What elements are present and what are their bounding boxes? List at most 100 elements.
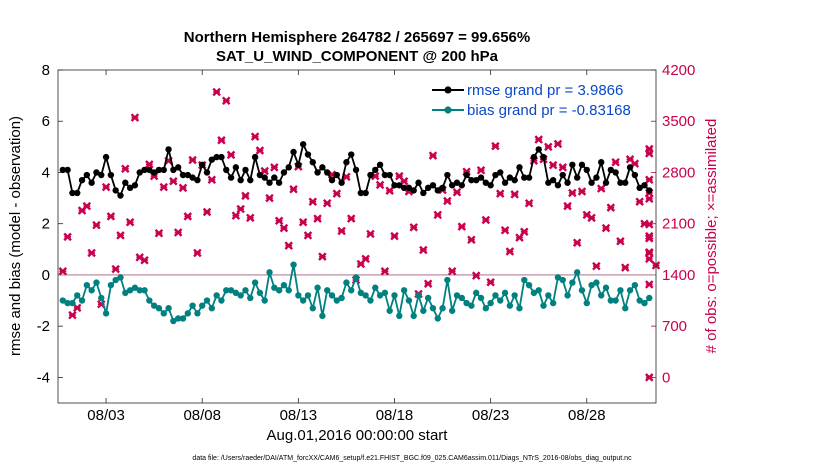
rmse-point	[434, 187, 441, 194]
rmse-point	[136, 169, 143, 176]
rmse-point	[333, 171, 341, 179]
obs-assimilated-point	[534, 135, 543, 144]
rmse-point	[545, 179, 552, 186]
rmse-point	[348, 151, 355, 158]
bias-point	[381, 289, 389, 297]
rmse-point	[530, 153, 538, 161]
x-tick-label: 08/08	[183, 407, 221, 424]
obs-assimilated-point	[313, 214, 322, 223]
obs-assimilated-point	[486, 277, 495, 287]
axes-ticks: -4 -2 0 2 4 6 8 0 700 1400 2100 2800 3500 4200 08/03 08…	[37, 62, 696, 424]
obs-assimilated-point	[510, 190, 519, 199]
bias-point	[492, 292, 499, 299]
rmse-point	[122, 179, 129, 186]
obs-assimilated-point	[524, 198, 534, 208]
rmse-point	[199, 161, 206, 168]
bias-point	[578, 287, 586, 294]
obs-assimilated-point	[270, 163, 279, 172]
obs-assimilated-point	[159, 182, 169, 192]
rmse-point	[64, 166, 71, 174]
obs-assimilated-point	[491, 141, 500, 151]
chart-subtitle: SAT_U_WIND_COMPONENT @ 200 hPa	[216, 48, 499, 65]
bias-point	[511, 292, 518, 299]
bias-point	[477, 294, 485, 302]
obs-assimilated-point	[332, 189, 342, 198]
bias-point	[223, 287, 230, 294]
obs-assimilated-point	[558, 163, 567, 172]
bias-point	[482, 305, 490, 312]
bias-point	[362, 292, 369, 299]
obs-assimilated-point	[72, 303, 82, 313]
bias-point	[280, 281, 288, 289]
bias-point	[333, 297, 341, 304]
obs-assimilated-point	[217, 136, 226, 145]
obs-assimilated-point	[178, 183, 188, 193]
obs-assimilated-point	[390, 231, 399, 241]
rmse-point	[381, 171, 389, 179]
obs-assimilated-point	[226, 150, 236, 160]
bias-point	[525, 281, 533, 289]
bias-point	[319, 312, 326, 320]
obs-count-series	[58, 87, 661, 382]
rmse-point	[165, 146, 172, 153]
obs-assimilated-point	[620, 263, 630, 272]
bias-point	[631, 281, 639, 289]
obs-assimilated-point	[145, 160, 154, 169]
obs-assimilated-point	[419, 245, 428, 255]
obs-assimilated-point	[274, 216, 284, 226]
obs-assimilated-point	[645, 373, 654, 382]
bias-point	[261, 297, 268, 304]
bias-point	[314, 284, 321, 291]
rmse-point	[641, 182, 648, 189]
rmse-point	[59, 166, 67, 174]
chart-title: Northern Hemisphere 264782 / 265697 = 99…	[184, 29, 530, 46]
rmse-point	[74, 189, 81, 197]
rmse-point	[463, 171, 470, 179]
bias-point	[165, 305, 172, 312]
bias-point	[521, 276, 528, 284]
bias-point	[299, 297, 307, 304]
rmse-point	[271, 174, 278, 181]
obs-assimilated-point	[447, 267, 457, 276]
obs-assimilated-point	[467, 235, 476, 245]
legend-bias-marker	[444, 106, 452, 114]
rmse-point	[275, 179, 283, 186]
bias-point	[69, 299, 76, 307]
y-right-tick-label: 1400	[662, 267, 695, 284]
obs-assimilated-point	[476, 166, 486, 175]
rmse-point	[285, 164, 292, 171]
obs-assimilated-point	[520, 227, 529, 236]
x-tick-label: 08/03	[87, 407, 125, 424]
bias-point	[155, 305, 163, 312]
y-axis-right-label: # of obs: o=possible; ×=assimilated	[703, 119, 720, 354]
rmse-point	[102, 153, 110, 161]
bias-point	[540, 302, 547, 309]
bias-point	[74, 292, 81, 299]
obs-assimilated-point	[645, 194, 654, 204]
rmse-point	[131, 182, 139, 189]
bias-point	[554, 274, 562, 281]
bias-point	[343, 279, 350, 286]
obs-assimilated-point	[361, 254, 370, 264]
rmse-point	[247, 176, 254, 184]
bias-point	[227, 287, 235, 294]
rmse-point	[473, 176, 480, 184]
obs-assimilated-point	[289, 185, 298, 194]
rmse-point	[194, 176, 201, 184]
rmse-point	[290, 148, 297, 156]
bias-point	[271, 284, 278, 291]
obs-assimilated-point	[500, 226, 510, 235]
bias-point	[641, 299, 648, 307]
rmse-point	[521, 174, 528, 181]
obs-assimilated-point	[428, 151, 438, 160]
obs-assimilated-point	[130, 113, 140, 122]
y-right-tick-label: 2100	[662, 216, 695, 233]
rmse-point	[189, 174, 196, 181]
rmse-point	[242, 166, 249, 174]
rmse-point	[83, 171, 91, 179]
bias-point	[559, 276, 566, 284]
obs-assimilated-point	[284, 241, 293, 250]
obs-assimilated-point	[443, 196, 452, 206]
bias-point	[636, 297, 643, 304]
bias-point	[256, 289, 264, 297]
